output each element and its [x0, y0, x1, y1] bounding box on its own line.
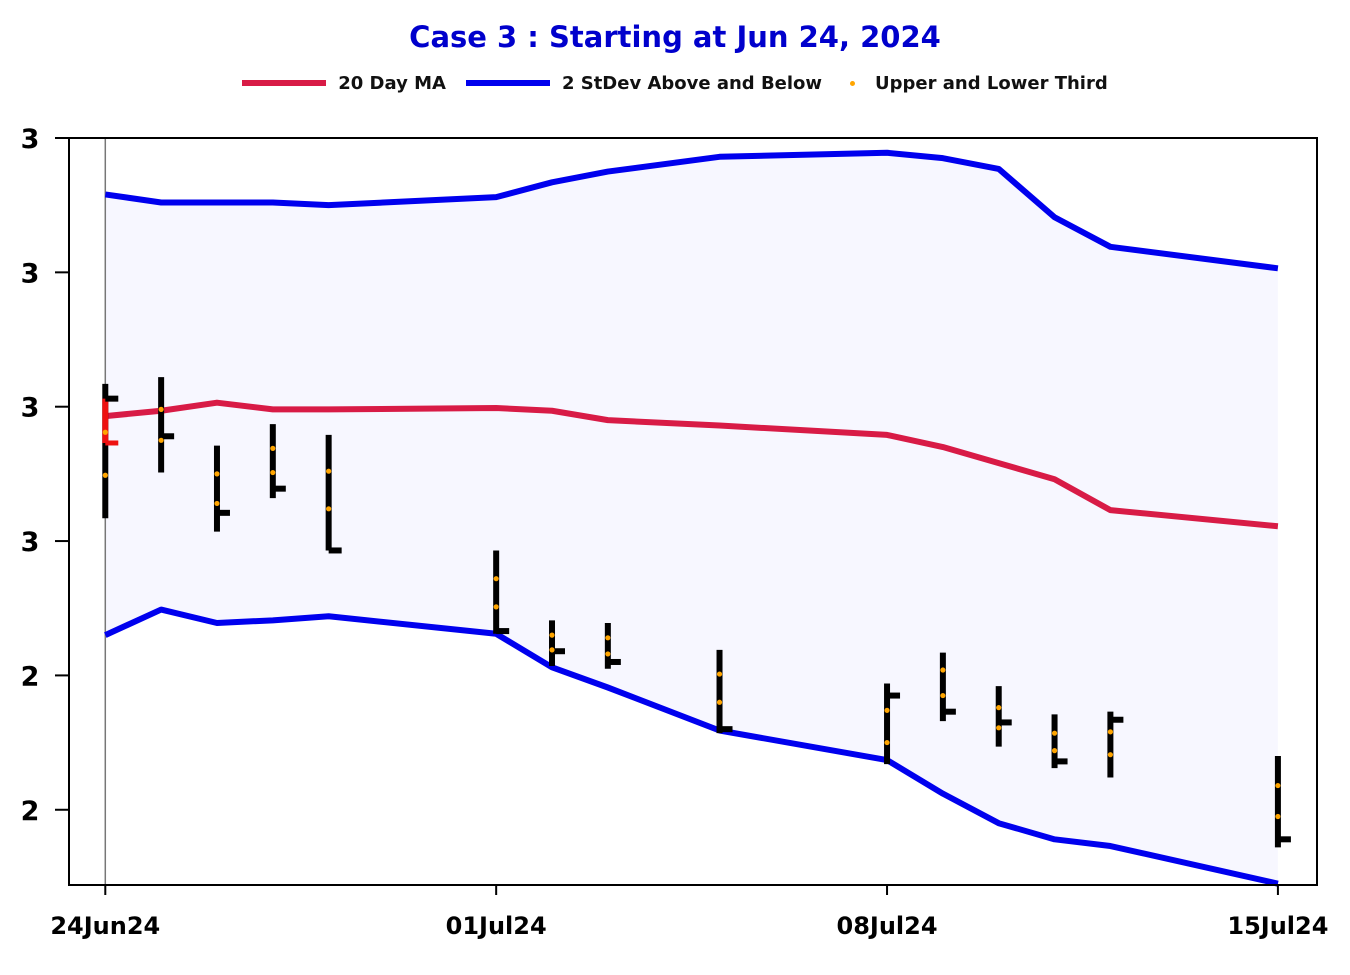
x-tick-label: 08Jul24	[837, 912, 938, 940]
upper-third-dot	[549, 632, 555, 638]
upper-third-dot	[214, 471, 220, 477]
upper-third-dot	[326, 468, 332, 474]
legend-item-bands[interactable]: 2 StDev Above and Below	[465, 72, 823, 94]
legend-item-thirds[interactable]: Upper and Lower Third	[842, 73, 1108, 94]
price-bar	[716, 649, 733, 734]
lower-third-dot	[549, 647, 555, 653]
upper-third-dot	[996, 705, 1002, 711]
upper-third-dot	[716, 671, 723, 677]
series-lines	[104, 149, 1279, 887]
band-area	[104, 138, 1278, 885]
x-tick-label: 01Jul24	[446, 912, 547, 940]
upper-third-dot	[1275, 782, 1281, 789]
y-tick-label: 3	[21, 393, 40, 424]
lower-third-dot	[326, 506, 332, 512]
legend-swatch-thirds	[850, 80, 856, 86]
lower-third-dot	[1275, 813, 1281, 820]
price-bars	[102, 377, 1291, 848]
x-tick-label: 15Jul24	[1227, 912, 1328, 940]
price-bar	[1107, 711, 1124, 778]
upper-third-dot	[102, 429, 108, 435]
lower-third-dot	[605, 651, 611, 657]
upper-third-dot	[884, 707, 890, 713]
upper-third-dot	[1051, 730, 1058, 736]
y-tick-label: 3	[21, 124, 40, 155]
legend: 20 Day MA 2 StDev Above and Below Upper …	[0, 70, 1350, 96]
price-bar	[102, 383, 119, 519]
chart-title: Case 3 : Starting at Jun 24, 2024	[409, 20, 941, 54]
upper-third-dot	[270, 445, 276, 451]
price-bar	[213, 445, 230, 532]
axes: 3 3 3 3 2 2 24Jun24 01Jul24 08Jul24 15Jul24	[21, 124, 1329, 940]
price-bar	[604, 623, 621, 669]
lower-third-dot	[716, 699, 723, 705]
price-bar	[325, 434, 342, 554]
x-tick-label: 24Jun24	[50, 912, 160, 940]
plot-frame	[68, 137, 1318, 886]
upper-third-dot	[605, 635, 611, 641]
y-tick-label: 3	[21, 258, 40, 289]
upper-third-dot	[1107, 729, 1113, 735]
upper-third-dot	[940, 667, 946, 673]
price-bar	[939, 652, 956, 722]
legend-swatch-bands	[465, 80, 550, 86]
lower-third-dot	[884, 739, 890, 746]
lower-third-dot	[270, 469, 276, 476]
lower-band-line	[104, 606, 1279, 887]
lower-third-dot	[102, 472, 108, 478]
price-bar	[1051, 714, 1068, 769]
lower-third-dot	[940, 692, 946, 699]
ma-line	[105, 399, 1279, 530]
lower-third-dot	[493, 604, 499, 610]
legend-label-bands: 2 StDev Above and Below	[561, 72, 823, 94]
upper-third-dot	[158, 406, 164, 412]
legend-swatch-ma	[242, 80, 327, 86]
legend-item-ma[interactable]: 20 Day MA	[242, 73, 446, 94]
price-bar	[884, 683, 901, 765]
legend-label-ma: 20 Day MA	[338, 72, 446, 94]
lower-third-dot	[214, 500, 220, 507]
lower-third-dot	[1051, 748, 1058, 754]
price-bar	[269, 424, 286, 499]
price-bar	[995, 686, 1012, 747]
lower-third-dot	[1107, 752, 1113, 758]
y-tick-label: 2	[21, 661, 40, 692]
upper-band-line	[104, 149, 1279, 272]
price-bar	[493, 550, 510, 635]
lower-third-dot	[996, 725, 1002, 731]
y-tick-label: 3	[21, 527, 40, 558]
band-fill	[105, 152, 1278, 884]
upper-third-dot	[493, 576, 499, 582]
price-bar	[549, 620, 566, 667]
lower-third-dot	[158, 437, 164, 443]
price-bar	[1274, 756, 1291, 848]
y-tick-label: 2	[21, 796, 40, 827]
legend-label-thirds: Upper and Lower Third	[875, 72, 1108, 94]
price-bar	[158, 377, 175, 473]
